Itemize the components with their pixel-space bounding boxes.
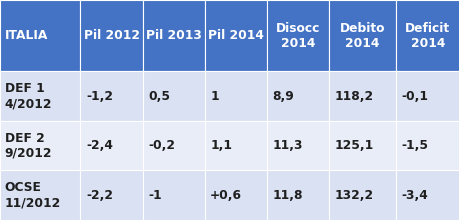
Text: -0,2: -0,2 [148,139,175,152]
Text: 8,9: 8,9 [272,90,293,103]
Text: -2,4: -2,4 [86,139,112,152]
Bar [266,170,328,220]
Bar [328,0,395,72]
Text: +0,6: +0,6 [210,189,242,202]
Text: DEF 1
4/2012: DEF 1 4/2012 [5,82,52,110]
Text: 11,8: 11,8 [272,189,302,202]
Bar [395,0,459,72]
Bar [80,121,142,170]
Bar [204,121,266,170]
Text: DEF 2
9/2012: DEF 2 9/2012 [5,132,52,160]
Text: 118,2: 118,2 [334,90,373,103]
Text: Disocc
2014: Disocc 2014 [275,22,319,50]
Bar [266,72,328,121]
Text: 1: 1 [210,90,218,103]
Bar [142,72,204,121]
Text: OCSE
11/2012: OCSE 11/2012 [5,181,61,209]
Text: Pil 2013: Pil 2013 [146,29,201,42]
Text: ITALIA: ITALIA [5,29,48,42]
Text: Pil 2014: Pil 2014 [207,29,263,42]
Text: Pil 2012: Pil 2012 [84,29,139,42]
Bar [328,72,395,121]
Text: 125,1: 125,1 [334,139,373,152]
Bar [80,170,142,220]
Bar [0,72,80,121]
Bar [0,0,80,72]
Text: Deficit
2014: Deficit 2014 [404,22,449,50]
Text: -2,2: -2,2 [86,189,113,202]
Bar [142,0,204,72]
Bar [204,72,266,121]
Bar [142,170,204,220]
Bar [328,121,395,170]
Bar [266,0,328,72]
Bar [142,121,204,170]
Bar [395,170,459,220]
Text: 0,5: 0,5 [148,90,170,103]
Bar [328,170,395,220]
Bar [395,121,459,170]
Text: -1,5: -1,5 [400,139,427,152]
Bar [0,170,80,220]
Bar [0,121,80,170]
Bar [204,170,266,220]
Bar [395,72,459,121]
Text: 1,1: 1,1 [210,139,232,152]
Text: -0,1: -0,1 [400,90,427,103]
Text: 132,2: 132,2 [334,189,373,202]
Bar [266,121,328,170]
Text: -1: -1 [148,189,162,202]
Bar [80,0,142,72]
Text: -3,4: -3,4 [400,189,427,202]
Bar [204,0,266,72]
Text: 11,3: 11,3 [272,139,302,152]
Bar [80,72,142,121]
Text: -1,2: -1,2 [86,90,113,103]
Text: Debito
2014: Debito 2014 [339,22,384,50]
